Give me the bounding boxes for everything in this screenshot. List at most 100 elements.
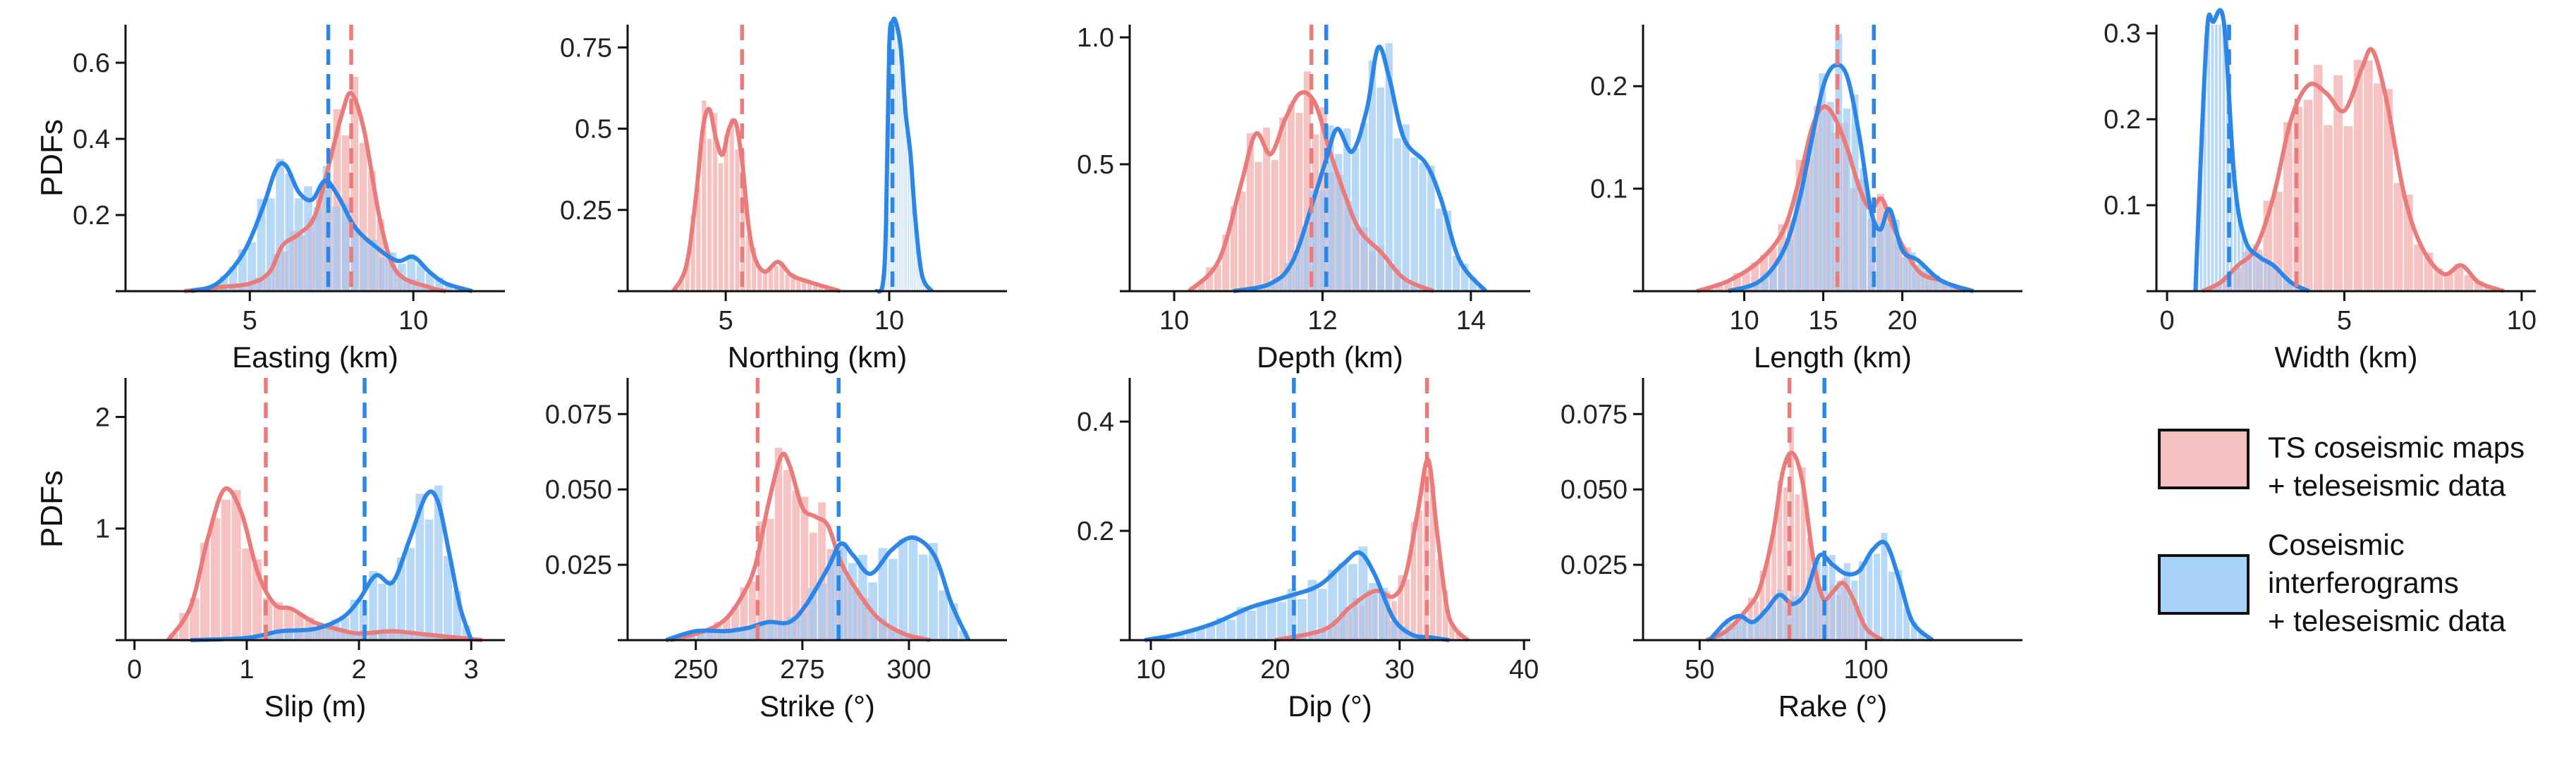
hist-bar — [1287, 104, 1295, 292]
hist-bar — [228, 266, 238, 291]
hist-bar — [785, 274, 790, 291]
hist-bar — [242, 548, 252, 640]
hist-bar — [2374, 83, 2383, 291]
hist-bar — [1427, 165, 1435, 291]
hist-bar — [1777, 480, 1783, 640]
hist-bar — [762, 271, 768, 291]
hist-bar — [2241, 226, 2245, 291]
x-axis-label: Strike (°) — [759, 689, 875, 723]
hist-bar — [1266, 600, 1276, 640]
hist-bar — [1338, 563, 1348, 640]
hist-bar — [2383, 89, 2393, 292]
hist-bar — [1851, 580, 1858, 640]
hist-bar — [1303, 71, 1311, 291]
x-tick-label: 2 — [352, 655, 367, 685]
hist-bar — [747, 627, 757, 640]
x-tick-label: 40 — [1509, 655, 1539, 685]
hist-bar — [406, 548, 415, 640]
hist-bar — [1444, 210, 1452, 291]
kde-curve-blue — [2193, 8, 2310, 293]
hist-bar — [818, 502, 826, 640]
hist-bar — [221, 499, 231, 640]
hist-bar — [407, 254, 416, 291]
y-tick-label: 0.75 — [560, 33, 612, 63]
hist-bar — [1295, 112, 1303, 291]
hist-bar — [1819, 73, 1826, 291]
hist-bar — [2203, 74, 2206, 291]
y-tick-label: 0.6 — [73, 49, 110, 78]
y-tick-label: 0.4 — [1077, 407, 1114, 437]
hist-bar — [792, 490, 800, 640]
hist-bar — [370, 240, 378, 291]
hist-bar — [294, 631, 303, 640]
hist-bar — [1310, 190, 1317, 291]
hist-bar — [1843, 563, 1850, 640]
hist-bar — [1802, 173, 1810, 291]
hist-bar — [2230, 150, 2233, 291]
y-tick-label: 0.050 — [545, 475, 612, 505]
hist-bar — [2364, 60, 2373, 292]
hist-bar — [1724, 282, 1733, 291]
hist-bar — [1747, 623, 1754, 640]
y-tick-label: 1 — [95, 515, 110, 544]
x-axis-label: Slip (m) — [264, 689, 367, 723]
panel-2: 5 10 0.25 0.5 0.75 Northing (km) — [560, 16, 1007, 374]
hist-bar — [350, 599, 359, 640]
hist-bar — [1368, 60, 1376, 291]
hist-bar — [266, 632, 274, 640]
hist-bar — [1376, 87, 1385, 292]
hist-bar — [453, 591, 462, 640]
hist-bar — [403, 278, 411, 291]
x-tick-label: 0 — [127, 655, 142, 685]
hist-bar — [368, 171, 376, 291]
x-tick-label: 20 — [1260, 655, 1290, 685]
hist-bar — [1214, 264, 1221, 291]
hist-bar — [435, 277, 444, 291]
hist-bar — [1769, 267, 1777, 291]
legend-label-insar-line2: interferograms — [2268, 566, 2459, 599]
hist-bar — [1822, 109, 1831, 292]
kde-curve-blue — [1233, 44, 1488, 293]
hist-bar — [1754, 616, 1762, 640]
hist-bar — [1786, 240, 1793, 291]
hist-bar — [257, 198, 266, 291]
hist-bar — [1267, 281, 1276, 291]
hist-bar — [1343, 128, 1351, 291]
hist-bar — [1393, 138, 1401, 291]
hist-bar — [779, 262, 784, 291]
hist-bar — [1443, 590, 1448, 640]
hist-bar — [757, 521, 765, 640]
hist-bar — [1230, 206, 1238, 291]
hist-bar — [416, 264, 425, 291]
hist-bar — [800, 496, 809, 640]
hist-bar — [387, 580, 396, 640]
hist-bar — [388, 252, 397, 291]
hist-bar — [1460, 264, 1469, 291]
hist-bar — [1848, 598, 1853, 640]
kde-curve-blue — [190, 489, 474, 642]
hist-bar — [790, 273, 795, 291]
hist-bar — [1836, 580, 1843, 640]
hist-bar — [740, 151, 745, 291]
hist-bar — [908, 159, 909, 291]
hist-bar — [2211, 25, 2214, 291]
hist-bar — [1771, 527, 1776, 640]
kde-curve-red — [2202, 47, 2505, 293]
hist-bar — [908, 535, 918, 640]
hist-bar — [889, 25, 891, 291]
hist-bar — [929, 543, 938, 640]
x-axis-label: Northing (km) — [728, 341, 907, 374]
hist-bar — [2283, 278, 2286, 291]
hist-bar — [2264, 262, 2267, 291]
hist-bar — [2245, 238, 2248, 291]
hist-bar — [2238, 210, 2240, 291]
hist-bar — [809, 532, 817, 640]
hist-bar — [718, 163, 724, 291]
hist-bar — [2444, 272, 2453, 291]
hist-bar — [740, 587, 748, 640]
y-axis-label: PDFs — [35, 119, 69, 197]
x-axis-label: Rake (°) — [1778, 689, 1888, 723]
hist-bar — [238, 249, 247, 291]
hist-bar — [1800, 467, 1806, 640]
hist-bar — [891, 39, 893, 291]
